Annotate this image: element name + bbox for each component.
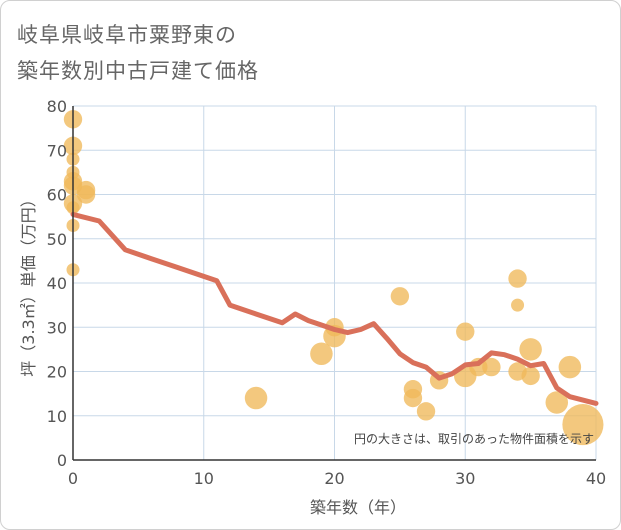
y-axis-label: 坪（3.3㎡）単価（万円） — [19, 191, 38, 376]
trend-line — [70, 211, 599, 406]
data-bubble — [310, 342, 333, 366]
y-tick-label: 0 — [57, 451, 67, 470]
data-bubble — [562, 404, 604, 446]
y-tick-label: 40 — [47, 274, 67, 293]
chart-title-line-2: 築年数別中古戸建て価格 — [17, 59, 259, 83]
data-bubble — [390, 287, 410, 306]
y-tick-label: 80 — [47, 97, 67, 116]
y-tick-label: 10 — [47, 407, 67, 426]
y-tick-label: 60 — [47, 186, 67, 205]
data-bubbles — [63, 110, 604, 446]
y-tick-labels: 0 10 20 30 40 50 60 70 80 — [47, 97, 67, 470]
y-tick-label: 20 — [47, 363, 67, 382]
x-tick-label: 20 — [324, 469, 344, 488]
x-tick-labels: 0 10 20 30 40 — [68, 469, 606, 488]
size-legend-note: 円の大きさは、取引のあった物件面積を示す — [354, 431, 594, 446]
x-tick-label: 10 — [194, 469, 214, 488]
axes — [72, 106, 596, 461]
x-tick-label: 40 — [586, 469, 606, 488]
data-bubble — [416, 402, 436, 421]
chart-title-line-1: 岐阜県岐阜市粟野東の — [17, 23, 237, 47]
data-bubble — [403, 388, 423, 408]
data-bubble — [519, 338, 542, 361]
data-bubble — [456, 322, 475, 341]
y-tick-label: 70 — [47, 141, 67, 160]
x-tick-label: 30 — [455, 469, 475, 488]
y-tick-label: 30 — [47, 318, 67, 337]
data-bubble — [482, 357, 501, 377]
x-axis-label: 築年数（年） — [310, 498, 406, 517]
y-tick-label: 50 — [47, 230, 67, 249]
data-bubble — [244, 386, 268, 410]
data-bubble — [76, 185, 96, 204]
data-bubble — [508, 269, 527, 288]
data-bubble — [558, 355, 582, 379]
x-tick-label: 0 — [68, 469, 78, 488]
chart-title: 岐阜県岐阜市粟野東の 築年数別中古戸建て価格 — [17, 17, 259, 89]
data-bubble — [545, 391, 569, 414]
data-bubble — [511, 298, 525, 312]
data-bubble — [521, 366, 540, 386]
